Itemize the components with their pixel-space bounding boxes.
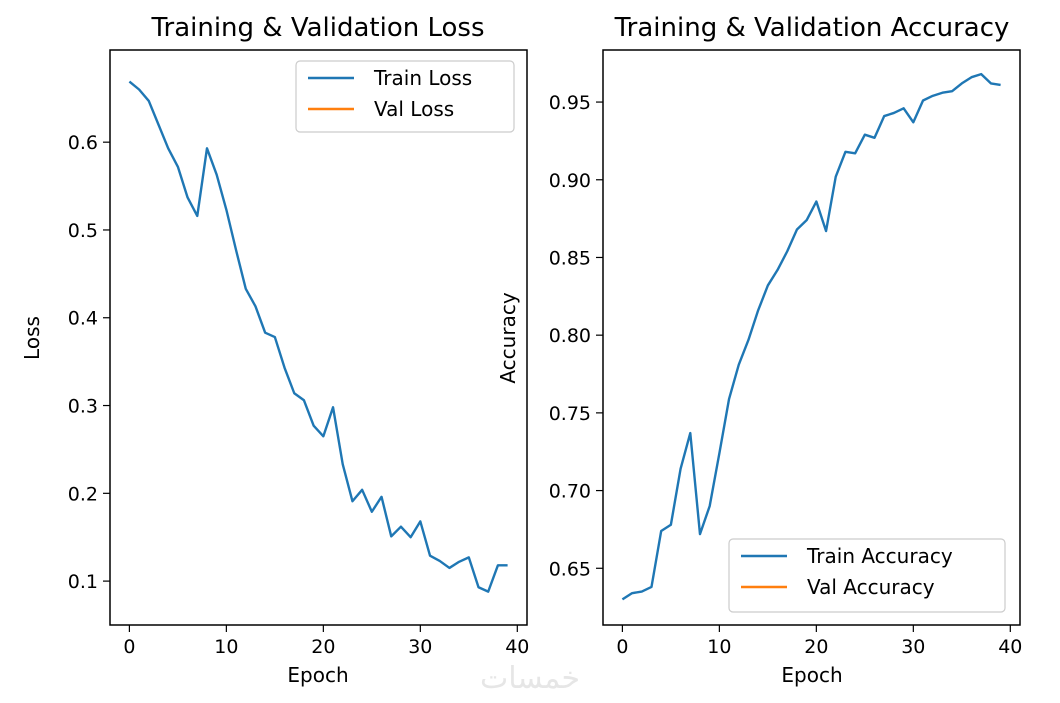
accuracy-y-tick-label: 0.75 — [549, 403, 591, 425]
loss-legend-label-0: Train Loss — [373, 66, 472, 90]
accuracy-x-ticks: 0 10 20 30 40 — [616, 625, 1022, 658]
watermark-text: خمسات — [480, 661, 580, 696]
accuracy-x-tick-label: 30 — [901, 636, 925, 658]
accuracy-series — [621, 72, 1001, 601]
loss-x-axis-label: Epoch — [287, 663, 348, 687]
loss-series — [128, 80, 508, 593]
accuracy-x-tick-label: 40 — [998, 636, 1022, 658]
accuracy-x-tick-label: 20 — [804, 636, 828, 658]
loss-series-line-0 — [128, 80, 508, 593]
accuracy-y-tick-label: 0.90 — [549, 170, 591, 192]
loss-chart-title: Training & Validation Loss — [150, 13, 484, 43]
loss-y-tick-label: 0.4 — [68, 308, 98, 330]
accuracy-legend-box — [728, 538, 1006, 613]
loss-x-tick-label: 20 — [311, 636, 335, 658]
accuracy-x-tick-label: 10 — [707, 636, 731, 658]
accuracy-legend-label-1: Val Accuracy — [807, 575, 935, 599]
accuracy-y-ticks: 0.65 0.70 0.75 0.80 0.85 0.90 0.95 — [549, 92, 603, 580]
loss-y-tick-label: 0.1 — [68, 571, 98, 593]
accuracy-y-axis-label: Accuracy — [496, 292, 520, 383]
loss-x-tick-label: 30 — [408, 636, 432, 658]
accuracy-chart: Training & Validation Accuracy Epoch Acc… — [496, 13, 1022, 687]
accuracy-y-tick-label: 0.95 — [549, 92, 591, 114]
accuracy-chart-title: Training & Validation Accuracy — [614, 13, 1010, 43]
accuracy-y-tick-label: 0.80 — [549, 325, 591, 347]
loss-y-tick-label: 0.3 — [68, 396, 98, 418]
loss-y-tick-label: 0.2 — [68, 483, 98, 505]
loss-x-tick-label: 40 — [505, 636, 529, 658]
loss-legend: Train Loss Val Loss — [295, 60, 515, 133]
loss-legend-label-1: Val Loss — [374, 97, 454, 121]
loss-y-tick-label: 0.5 — [68, 220, 98, 242]
accuracy-legend: Train Accuracy Val Accuracy — [728, 538, 1006, 613]
accuracy-y-tick-label: 0.65 — [549, 558, 591, 580]
accuracy-x-tick-label: 0 — [616, 636, 628, 658]
loss-x-ticks: 0 10 20 30 40 — [123, 625, 529, 658]
loss-y-tick-label: 0.6 — [68, 132, 98, 154]
loss-x-tick-label: 10 — [214, 636, 238, 658]
accuracy-x-axis-label: Epoch — [781, 663, 842, 687]
accuracy-y-tick-label: 0.85 — [549, 247, 591, 269]
loss-plot-frame — [109, 49, 528, 626]
accuracy-plot-frame — [602, 49, 1021, 626]
accuracy-series-line-0 — [621, 72, 1001, 601]
accuracy-legend-label-0: Train Accuracy — [806, 544, 953, 568]
loss-chart: Training & Validation Loss Epoch Loss 0 1… — [20, 13, 529, 687]
loss-y-ticks: 0.1 0.2 0.3 0.4 0.5 0.6 — [68, 132, 110, 593]
accuracy-y-tick-label: 0.70 — [549, 481, 591, 503]
loss-y-axis-label: Loss — [20, 316, 44, 360]
loss-x-tick-label: 0 — [123, 636, 135, 658]
